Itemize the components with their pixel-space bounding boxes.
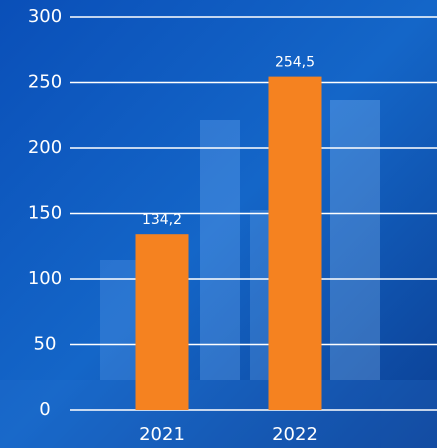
y-tick-label: 50 (34, 334, 57, 355)
value-label: 254,5 (275, 55, 315, 71)
y-tick-label: 300 (28, 6, 62, 27)
x-tick-label: 2022 (272, 424, 318, 445)
y-tick-label: 150 (28, 203, 62, 224)
x-tick-label: 2021 (139, 424, 185, 445)
value-label: 134,2 (142, 212, 182, 228)
y-tick-label: 0 (39, 399, 50, 420)
bar (268, 76, 322, 410)
bar (135, 234, 189, 410)
y-tick-label: 200 (28, 137, 62, 158)
y-tick-label: 250 (28, 72, 62, 93)
y-tick-label: 100 (28, 268, 62, 289)
